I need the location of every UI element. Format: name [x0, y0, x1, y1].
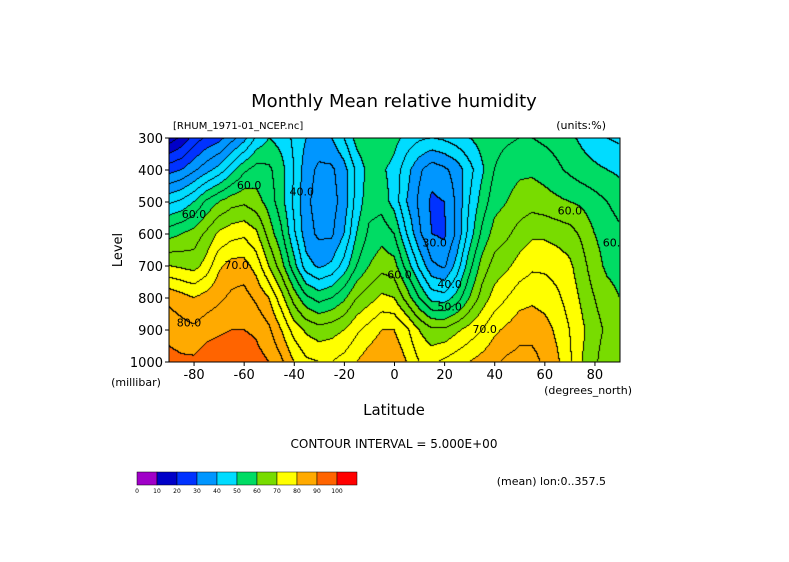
colorbar-swatch: [256, 471, 278, 486]
colorbar-label: 60: [253, 488, 261, 495]
colorbar-swatch: [336, 471, 358, 486]
colorbar-label: 80: [293, 488, 301, 495]
y-tick-label: 300: [138, 132, 163, 147]
y-tick-label: 800: [138, 292, 163, 307]
x-tick-label: 60: [537, 368, 554, 383]
units-label: (units:%): [556, 119, 606, 132]
colorbar-swatch: [236, 471, 258, 486]
colorbar-swatch: [296, 471, 318, 486]
colorbar-swatch: [316, 471, 338, 486]
chart-title: Monthly Mean relative humidity: [251, 91, 537, 112]
x-tick-label: 80: [587, 368, 604, 383]
colorbar-label: 100: [331, 488, 343, 495]
colorbar-label: 30: [193, 488, 201, 495]
file-label: [RHUM_1971-01_NCEP.nc]: [173, 121, 303, 132]
colorbar-swatch: [196, 471, 218, 486]
y-tick-label: 900: [138, 324, 163, 339]
contour-label: 60.0: [387, 269, 412, 282]
colorbar-swatch: [216, 471, 238, 486]
x-tick-label: -40: [284, 368, 305, 383]
x-axis-units: (degrees_north): [544, 384, 632, 397]
y-tick-labels: 300 400 500 600 700 800 900 1000: [130, 132, 169, 371]
contour-label: 80.0: [177, 317, 202, 330]
x-tick-label: 40: [486, 368, 503, 383]
humidity-field: [169, 138, 620, 362]
contour-label: 40.0: [437, 278, 462, 291]
mean-text: (mean) lon:0..357.5: [497, 475, 606, 488]
contour-label: 40.0: [290, 185, 315, 198]
y-tick-label: 600: [138, 228, 163, 243]
colorbar-swatch: [136, 471, 158, 486]
contour-label: 70.0: [472, 323, 497, 336]
colorbar-swatch: [156, 471, 178, 486]
colorbar-swatch: [176, 471, 198, 486]
colorbar: 0 10 20 30 40 50 60 70 80 90 100: [135, 471, 358, 495]
y-axis-label: Level: [111, 233, 126, 267]
colorbar-label: 40: [213, 488, 221, 495]
plot-area: 60.0 40.0 60.0 70.0 80.0 30.0 40.0 50.0 60.0 70.0…: [168, 137, 628, 363]
colorbar-label: 50: [233, 488, 241, 495]
colorbar-label: 0: [135, 488, 139, 495]
contour-label: 50.0: [437, 301, 462, 314]
colorbar-label: 90: [313, 488, 321, 495]
colorbar-label: 20: [173, 488, 181, 495]
contour-label: 60.0: [603, 237, 628, 250]
contour-label: 70.0: [224, 259, 249, 272]
x-tick-labels: -80 -60 -40 -20 0 20 40 60 80: [183, 362, 603, 383]
contour-label: 60.0: [558, 205, 583, 218]
contour-label: 60.0: [182, 208, 207, 221]
contour-interval-text: CONTOUR INTERVAL = 5.000E+00: [291, 437, 498, 451]
contour-label: 30.0: [422, 237, 447, 250]
y-tick-label: 700: [138, 260, 163, 275]
colorbar-label: 70: [273, 488, 281, 495]
x-tick-label: -80: [183, 368, 204, 383]
colorbar-label: 10: [153, 488, 161, 495]
y-tick-label: 500: [138, 196, 163, 211]
y-tick-label: 1000: [130, 356, 163, 371]
x-axis-label: Latitude: [363, 401, 425, 419]
y-axis-units: (millibar): [111, 376, 161, 389]
contour-label: 60.0: [237, 179, 262, 192]
y-tick-label: 400: [138, 164, 163, 179]
x-tick-label: -20: [334, 368, 355, 383]
x-tick-label: 20: [436, 368, 453, 383]
colorbar-swatch: [276, 471, 298, 486]
x-tick-label: -60: [234, 368, 255, 383]
x-tick-label: 0: [390, 368, 398, 383]
